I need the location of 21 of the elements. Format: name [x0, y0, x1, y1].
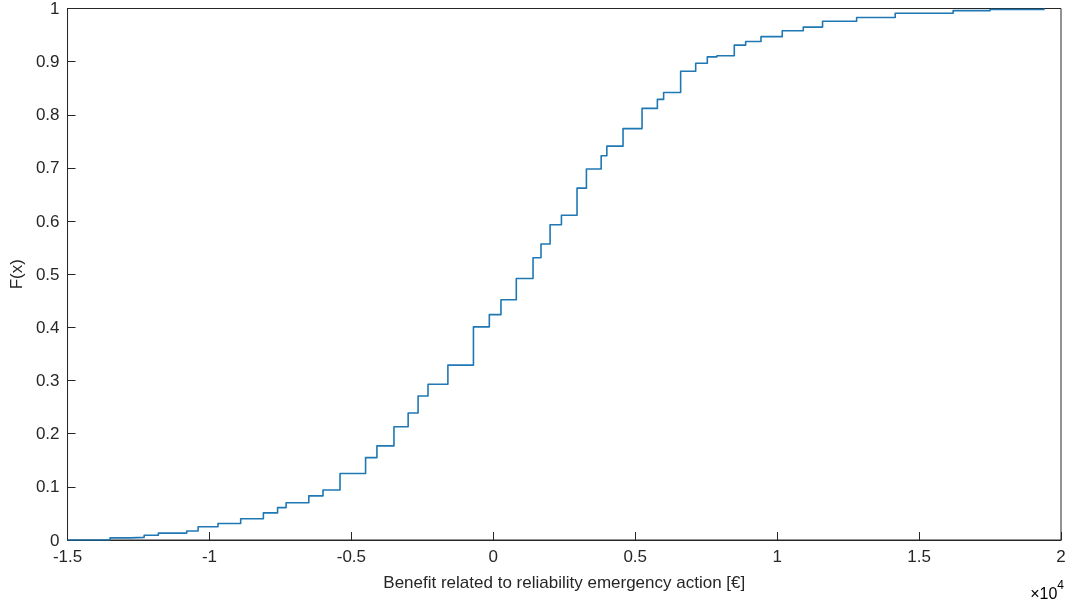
- x-tick-label: 0: [488, 547, 499, 566]
- x-tick-label: -0.5: [336, 547, 367, 566]
- y-tick-label: 0.8: [35, 105, 60, 125]
- x-tick-label: -1: [201, 547, 218, 566]
- x-tick-label: 2: [1056, 547, 1066, 566]
- x-tick-label: 1: [772, 547, 782, 566]
- x-tick-label: 0.5: [623, 547, 648, 566]
- y-tick-label: 0.9: [35, 52, 60, 72]
- x-tick-label: 1.5: [907, 547, 931, 566]
- y-tick-label: 0.2: [35, 424, 60, 444]
- y-tick-label: 0.1: [35, 477, 60, 497]
- x-axis-title: Benefit related to reliability emergency action [€]: [383, 573, 746, 592]
- y-tick-label: 1: [50, 0, 60, 18]
- y-tick-label: 0: [50, 530, 60, 550]
- y-tick-label: 0.4: [35, 317, 60, 337]
- y-tick-label: 0.7: [35, 158, 60, 178]
- x-tick-label: -1.5: [52, 547, 83, 566]
- y-tick-label: 0.3: [35, 371, 60, 391]
- y-tick-label: 0.6: [35, 211, 60, 231]
- y-axis-title: F(x): [7, 259, 26, 290]
- y-tick-label: 0.5: [35, 264, 60, 284]
